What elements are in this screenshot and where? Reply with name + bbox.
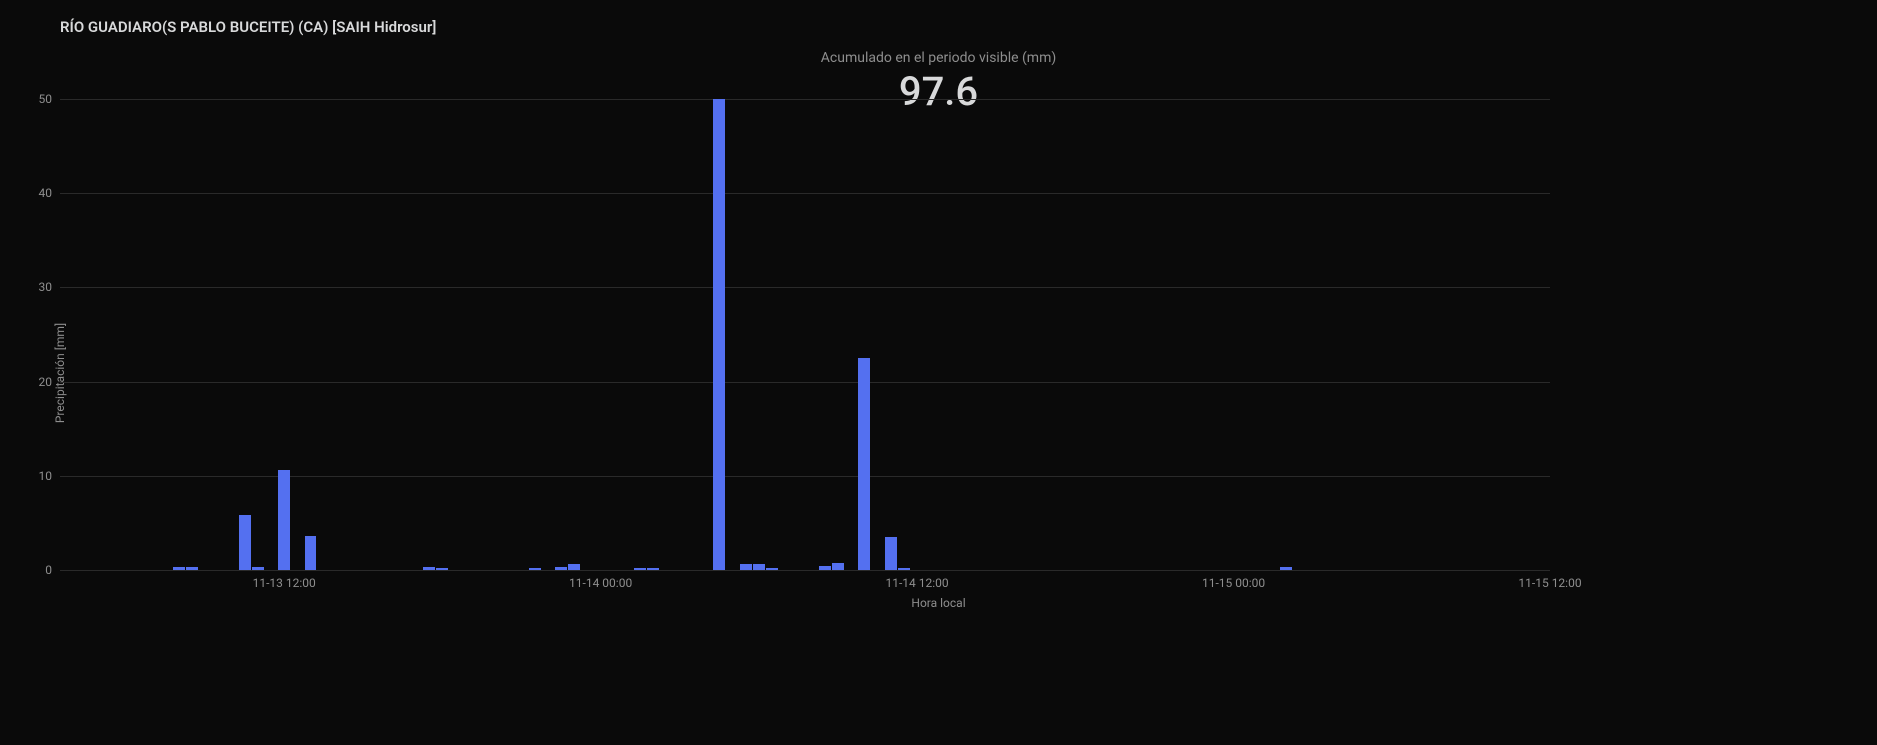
precipitation-bar (252, 567, 264, 570)
x-tick-label: 11-15 00:00 (1202, 576, 1265, 590)
precipitation-bar (634, 568, 646, 570)
y-tick-label: 40 (39, 186, 53, 200)
y-tick-label: 30 (39, 280, 53, 294)
gridline (60, 193, 1550, 194)
precipitation-bar (173, 567, 185, 570)
precipitation-bar (713, 99, 725, 570)
precipitation-bar (186, 567, 198, 570)
x-axis-label: Hora local (911, 596, 965, 610)
precipitation-bar (423, 567, 435, 570)
y-tick-label: 20 (39, 375, 53, 389)
gridline (60, 382, 1550, 383)
y-tick-label: 50 (39, 92, 53, 106)
x-tick-label: 11-13 12:00 (253, 576, 316, 590)
precipitation-bar (1280, 567, 1292, 570)
x-tick-label: 11-14 00:00 (569, 576, 632, 590)
precipitation-bar (740, 564, 752, 570)
precipitation-bar (305, 536, 317, 570)
chart-title: RÍO GUADIARO(S PABLO BUCEITE) (CA) [SAIH… (60, 18, 436, 36)
precipitation-bar (753, 564, 765, 570)
gridline (60, 287, 1550, 288)
precipitation-bar (647, 568, 659, 570)
x-tick-label: 11-14 12:00 (886, 576, 949, 590)
gridline (60, 570, 1550, 571)
precipitation-bar-chart: 0102030405011-13 12:0011-14 00:0011-14 1… (60, 80, 1550, 570)
precipitation-bar (766, 568, 778, 570)
precipitation-bar (858, 358, 870, 570)
precipitation-bar (832, 563, 844, 570)
y-tick-label: 10 (39, 469, 53, 483)
precipitation-bar (885, 537, 897, 570)
x-tick-label: 11-15 12:00 (1518, 576, 1581, 590)
gridline (60, 99, 1550, 100)
precipitation-bar (568, 564, 580, 570)
chart-subtitle: Acumulado en el periodo visible (mm) (821, 50, 1056, 66)
precipitation-bar (555, 567, 567, 570)
precipitation-bar (898, 568, 910, 570)
precipitation-bar (239, 515, 251, 570)
precipitation-bar (436, 568, 448, 570)
y-tick-label: 0 (45, 563, 52, 577)
precipitation-bar (819, 566, 831, 570)
precipitation-bar (278, 470, 290, 570)
precipitation-bar (529, 568, 541, 570)
